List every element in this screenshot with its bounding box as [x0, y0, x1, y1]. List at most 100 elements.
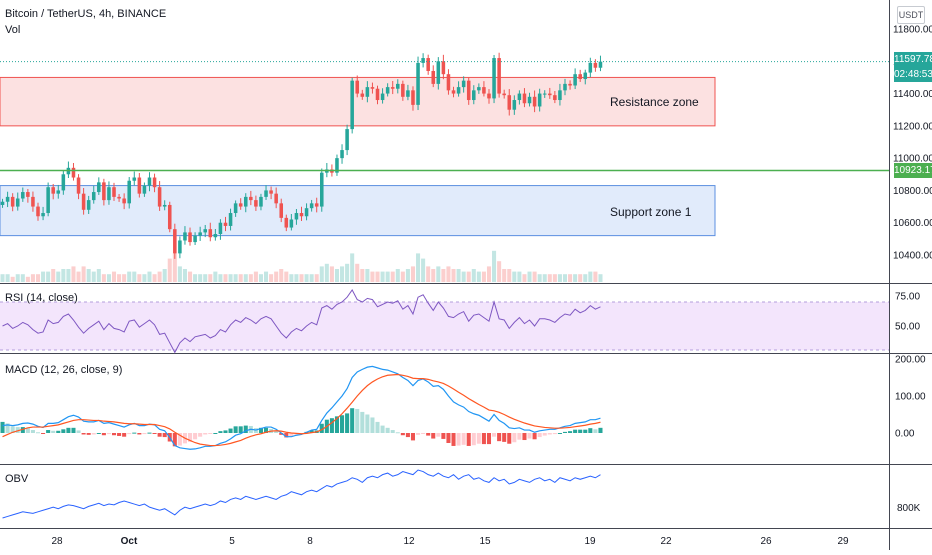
candle[interactable]	[370, 87, 375, 89]
candle[interactable]	[355, 80, 360, 94]
candle[interactable]	[86, 200, 91, 210]
candle[interactable]	[573, 74, 577, 86]
candle[interactable]	[507, 95, 512, 110]
obv-line[interactable]	[2, 469, 601, 519]
candle[interactable]	[157, 187, 162, 207]
candle[interactable]	[31, 196, 35, 207]
candle[interactable]	[304, 208, 309, 217]
candle[interactable]	[238, 203, 243, 207]
candle[interactable]	[527, 96, 532, 104]
rsi-line[interactable]	[2, 289, 601, 354]
candle[interactable]	[97, 182, 101, 193]
candle[interactable]	[61, 174, 66, 191]
candle[interactable]	[553, 95, 557, 101]
candle[interactable]	[299, 213, 304, 217]
candle[interactable]	[558, 90, 562, 101]
candle[interactable]	[249, 196, 253, 201]
candle[interactable]	[274, 193, 278, 204]
candle[interactable]	[385, 87, 390, 94]
candle[interactable]	[183, 232, 187, 241]
candle[interactable]	[112, 187, 116, 197]
candle[interactable]	[451, 90, 456, 94]
candle[interactable]	[10, 196, 15, 207]
candle[interactable]	[198, 232, 202, 236]
candle[interactable]	[203, 229, 207, 233]
macd-line[interactable]	[2, 365, 601, 450]
candle[interactable]	[208, 229, 213, 238]
candle[interactable]	[254, 200, 258, 207]
candle[interactable]	[107, 187, 111, 201]
candle[interactable]	[401, 83, 405, 97]
candle[interactable]	[162, 204, 167, 207]
candle[interactable]	[548, 93, 552, 96]
candle[interactable]	[365, 87, 370, 97]
candle[interactable]	[406, 90, 410, 97]
currency-button[interactable]: USDT	[897, 6, 925, 24]
candle[interactable]	[360, 93, 365, 97]
candle[interactable]	[309, 203, 314, 209]
candle[interactable]	[345, 129, 349, 151]
candle[interactable]	[15, 198, 20, 207]
candle[interactable]	[426, 58, 430, 71]
candle[interactable]	[294, 213, 299, 220]
candle[interactable]	[188, 232, 192, 243]
candle[interactable]	[81, 193, 86, 210]
candle[interactable]	[127, 180, 131, 204]
candle[interactable]	[583, 72, 588, 80]
candle[interactable]	[137, 177, 142, 194]
candle[interactable]	[122, 198, 126, 204]
candle[interactable]	[502, 93, 506, 96]
candle[interactable]	[319, 172, 324, 207]
candle[interactable]	[36, 206, 40, 217]
candle[interactable]	[223, 222, 228, 226]
candle[interactable]	[21, 192, 25, 199]
candle[interactable]	[142, 185, 147, 194]
candle[interactable]	[416, 62, 420, 105]
candle[interactable]	[497, 58, 501, 94]
candle[interactable]	[563, 83, 567, 91]
candle[interactable]	[289, 219, 294, 228]
candle[interactable]	[147, 177, 152, 186]
candle[interactable]	[466, 80, 471, 101]
candle[interactable]	[152, 177, 157, 188]
candle[interactable]	[396, 83, 400, 89]
candle[interactable]	[91, 192, 96, 201]
candle[interactable]	[340, 150, 344, 159]
candle[interactable]	[436, 61, 441, 84]
candle[interactable]	[542, 93, 547, 95]
candle[interactable]	[213, 234, 218, 238]
candle[interactable]	[380, 93, 385, 101]
candle[interactable]	[71, 167, 76, 178]
candle[interactable]	[314, 203, 319, 207]
candle[interactable]	[487, 93, 491, 99]
candle[interactable]	[472, 90, 476, 101]
candle[interactable]	[51, 187, 55, 194]
candle[interactable]	[492, 58, 496, 99]
candle[interactable]	[446, 74, 451, 91]
candle[interactable]	[243, 196, 248, 207]
candle[interactable]	[578, 74, 582, 80]
candle[interactable]	[390, 87, 395, 89]
candle[interactable]	[441, 61, 446, 75]
time-axis[interactable]: 28 Oct 5 8 12 15 19 22 26 29	[51, 536, 849, 547]
candle[interactable]	[0, 201, 5, 205]
candle[interactable]	[335, 158, 339, 173]
candle[interactable]	[456, 87, 461, 94]
candle[interactable]	[269, 190, 273, 194]
candle[interactable]	[375, 88, 380, 101]
candle[interactable]	[284, 217, 289, 228]
candle[interactable]	[178, 240, 182, 254]
candle[interactable]	[279, 203, 284, 218]
candle[interactable]	[233, 203, 238, 214]
candle[interactable]	[218, 222, 223, 235]
candle[interactable]	[537, 93, 542, 107]
candle[interactable]	[411, 90, 415, 105]
candle[interactable]	[117, 196, 121, 199]
candle[interactable]	[517, 93, 522, 101]
candle[interactable]	[532, 96, 537, 107]
candle[interactable]	[5, 196, 10, 202]
candle[interactable]	[41, 213, 45, 217]
candle[interactable]	[173, 229, 177, 254]
candle[interactable]	[228, 213, 233, 226]
